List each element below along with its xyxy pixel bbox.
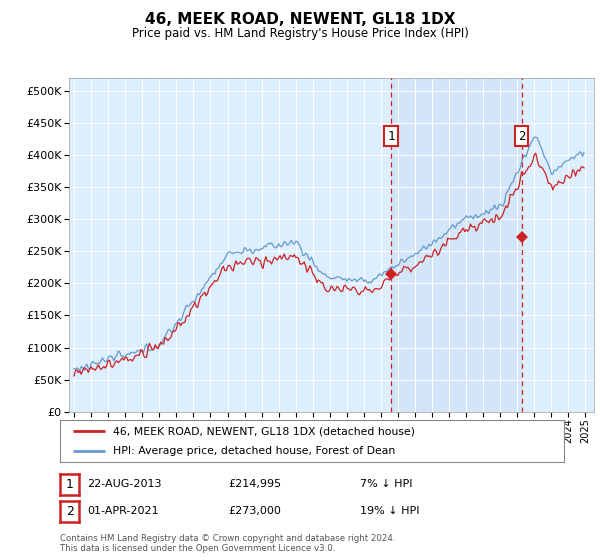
Text: 2: 2 — [65, 505, 74, 518]
Text: HPI: Average price, detached house, Forest of Dean: HPI: Average price, detached house, Fore… — [113, 446, 395, 456]
Text: £273,000: £273,000 — [228, 506, 281, 516]
Text: 1: 1 — [65, 478, 74, 491]
Text: Price paid vs. HM Land Registry's House Price Index (HPI): Price paid vs. HM Land Registry's House … — [131, 27, 469, 40]
Text: 46, MEEK ROAD, NEWENT, GL18 1DX: 46, MEEK ROAD, NEWENT, GL18 1DX — [145, 12, 455, 27]
Text: 19% ↓ HPI: 19% ↓ HPI — [360, 506, 419, 516]
Text: Contains HM Land Registry data © Crown copyright and database right 2024.
This d: Contains HM Land Registry data © Crown c… — [60, 534, 395, 553]
Text: 22-AUG-2013: 22-AUG-2013 — [87, 479, 161, 489]
Text: 7% ↓ HPI: 7% ↓ HPI — [360, 479, 413, 489]
Text: 2: 2 — [518, 129, 526, 143]
Text: 1: 1 — [387, 129, 395, 143]
Text: £214,995: £214,995 — [228, 479, 281, 489]
Bar — [391, 78, 521, 412]
Text: 46, MEEK ROAD, NEWENT, GL18 1DX (detached house): 46, MEEK ROAD, NEWENT, GL18 1DX (detache… — [113, 426, 415, 436]
Text: 01-APR-2021: 01-APR-2021 — [87, 506, 158, 516]
